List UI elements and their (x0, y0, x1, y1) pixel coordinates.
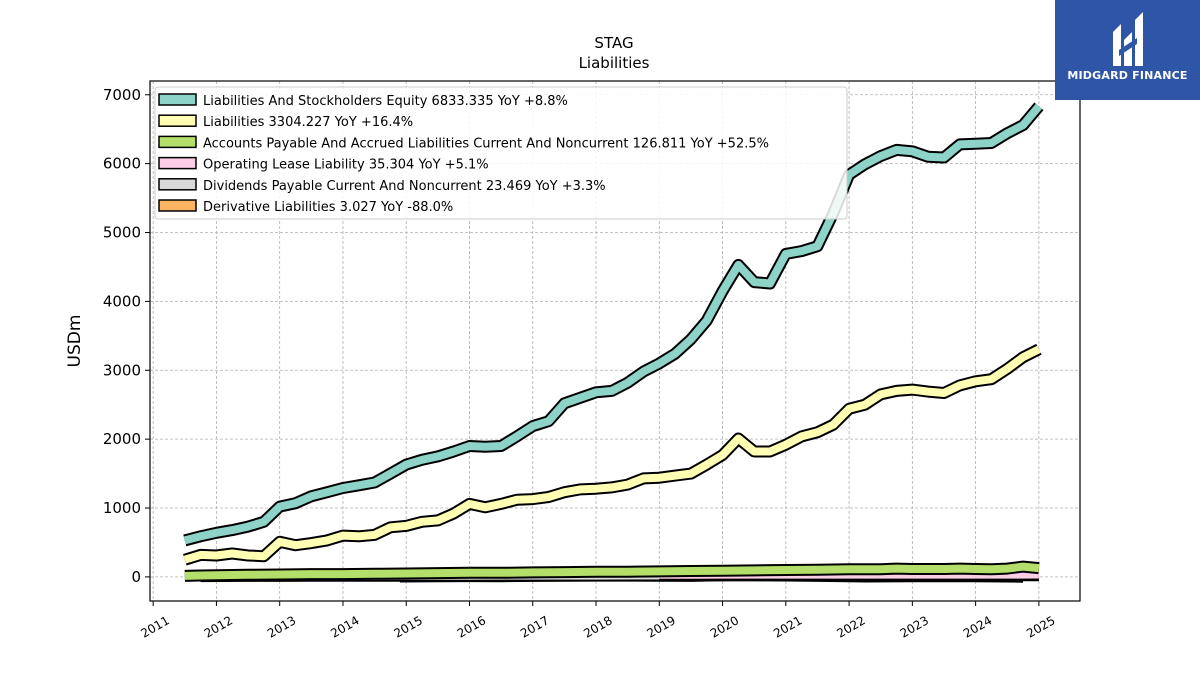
midgard-logo-icon (1113, 12, 1143, 66)
plot-frame (149, 80, 1081, 602)
x-tick-label: 2021 (771, 613, 804, 640)
y-tick-label: 7000 (103, 86, 141, 104)
x-tick-label: 2013 (265, 613, 298, 640)
legend-swatch (158, 93, 197, 106)
x-tick-label: 2015 (391, 613, 424, 640)
legend-label: Dividends Payable Current And Noncurrent… (203, 179, 606, 194)
x-tick-label: 2024 (961, 613, 994, 640)
legend-label: Liabilities 3304.227 YoY +16.4% (203, 115, 413, 130)
legend-swatch (158, 178, 197, 191)
y-tick-label: 5000 (103, 224, 141, 242)
x-tick-label: 2020 (708, 613, 741, 640)
x-tick-label: 2025 (1024, 613, 1057, 640)
legend-label: Liabilities And Stockholders Equity 6833… (203, 94, 568, 109)
legend-swatch (158, 199, 197, 212)
y-tick-label: 2000 (103, 430, 141, 448)
chart-subtitle: Liabilities (579, 54, 650, 72)
y-tick-label: 4000 (103, 292, 141, 310)
x-tick-label: 2011 (138, 613, 171, 640)
series-liabilities (183, 343, 1042, 566)
y-tick-label: 0 (131, 568, 141, 586)
legend-label: Operating Lease Liability 35.304 YoY +5.… (203, 158, 489, 173)
x-tick-label: 2019 (645, 613, 678, 640)
legend-label: Accounts Payable And Accrued Liabilities… (203, 136, 769, 151)
series-accounts-payable-and-accrued-liabilities-current-and-noncurrent (184, 560, 1040, 582)
series-layer (183, 102, 1044, 583)
y-tick-label: 3000 (103, 361, 141, 379)
x-tick-label: 2016 (455, 613, 488, 640)
brand-name: MIDGARD FINANCE (1067, 69, 1188, 82)
legend: Liabilities And Stockholders Equity 6833… (154, 86, 848, 220)
x-tick-label: 2022 (834, 613, 867, 640)
legend-swatch (158, 135, 197, 149)
series-line (184, 562, 1040, 580)
legend-frame (154, 86, 848, 220)
x-tick-label: 2018 (581, 613, 614, 640)
y-tick-label: 1000 (103, 499, 141, 517)
legend-swatch (158, 156, 197, 170)
y-axis-label: USDm (65, 315, 85, 368)
brand-logo: MIDGARD FINANCE (1055, 0, 1200, 100)
legend-swatch (158, 114, 197, 127)
series-line (183, 103, 1042, 545)
x-tick-label: 2017 (518, 613, 551, 640)
x-tick-label: 2012 (202, 613, 235, 640)
chart-title: STAG (594, 34, 633, 52)
series-liabilities-and-stockholders-equity (183, 102, 1044, 547)
series-line (183, 345, 1041, 564)
legend-label: Derivative Liabilities 3.027 YoY -88.0% (203, 200, 453, 215)
y-tick-label: 6000 (103, 155, 141, 173)
x-tick-label: 2014 (328, 613, 361, 640)
x-tick-label: 2023 (898, 613, 931, 640)
